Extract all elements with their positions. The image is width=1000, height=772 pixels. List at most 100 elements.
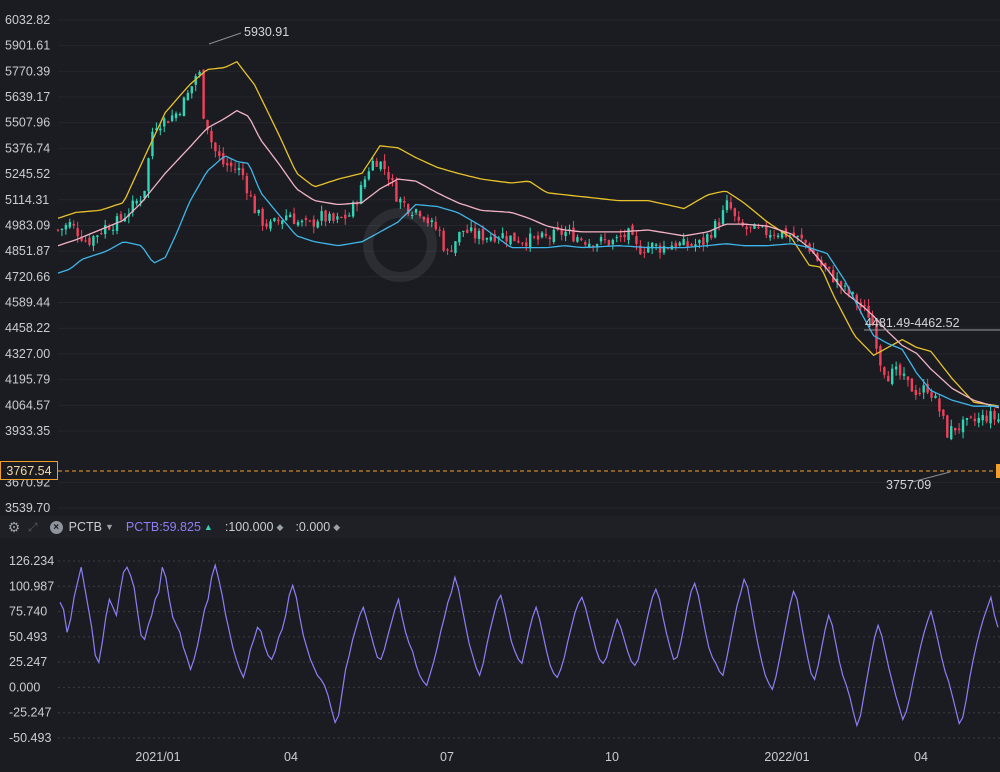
candle-body bbox=[981, 414, 984, 421]
candle-body bbox=[603, 239, 607, 241]
candle-body bbox=[725, 200, 729, 211]
candle-body bbox=[709, 235, 713, 238]
bollinger-lower-line bbox=[57, 155, 999, 407]
candle-body bbox=[607, 240, 611, 246]
price-tick-label: 5770.39 bbox=[5, 64, 50, 78]
candle-body bbox=[678, 242, 681, 246]
indicator-selector[interactable]: PCTB ▼ bbox=[69, 520, 114, 534]
candle-body bbox=[643, 252, 646, 254]
price-tick-label: 5639.17 bbox=[5, 90, 50, 104]
candle-body bbox=[147, 158, 150, 192]
candle-body bbox=[544, 233, 548, 236]
current-price-tag: 3767.54 bbox=[0, 461, 58, 480]
high-price-label: 5930.91 bbox=[244, 25, 289, 39]
candle-body bbox=[123, 218, 127, 222]
pctb-tick-label: 25.247 bbox=[9, 655, 47, 669]
current-price-end-marker bbox=[996, 464, 1000, 478]
candle-body bbox=[800, 234, 803, 239]
time-tick-label: 04 bbox=[284, 750, 298, 764]
candle-body bbox=[64, 224, 68, 230]
candle-body bbox=[650, 242, 654, 249]
candle-body bbox=[521, 242, 524, 244]
candle-body bbox=[934, 395, 937, 398]
candle-body bbox=[505, 236, 508, 242]
candle-body bbox=[910, 378, 914, 392]
pctb-tick-label: 126.234 bbox=[9, 554, 54, 568]
candle-body bbox=[222, 153, 225, 165]
candle-body bbox=[60, 228, 64, 231]
close-icon[interactable]: × bbox=[49, 520, 63, 534]
range-label: 4481.49-4462.52 bbox=[865, 316, 960, 330]
candle-body bbox=[359, 185, 363, 204]
candle-body bbox=[446, 249, 449, 251]
candle-body bbox=[576, 237, 579, 242]
indicator-toolbar: ⚙ ⤢ × PCTB ▼ PCTB:59.825 ▲ :100.000 ◆ :0… bbox=[0, 516, 1000, 538]
candle-body bbox=[950, 426, 953, 440]
candle-body bbox=[403, 201, 406, 203]
candle-body bbox=[214, 142, 217, 152]
price-tick-label: 4327.00 bbox=[5, 347, 50, 361]
candle-body bbox=[619, 235, 622, 237]
price-tick-label: 5507.96 bbox=[5, 116, 50, 130]
candle-body bbox=[477, 230, 481, 239]
candle-body bbox=[426, 217, 430, 224]
lower-level-field[interactable]: :0.000 ◆ bbox=[295, 520, 340, 534]
candle-body bbox=[702, 237, 705, 245]
pctb-tick-label: -25.247 bbox=[9, 706, 51, 720]
candle-body bbox=[887, 375, 890, 382]
indicator-value-display[interactable]: PCTB:59.825 ▲ bbox=[126, 520, 213, 534]
bollinger-upper-line bbox=[57, 60, 999, 407]
candle-body bbox=[434, 221, 437, 230]
candle-body bbox=[233, 168, 237, 170]
candle-body bbox=[635, 236, 638, 244]
candle-body bbox=[489, 236, 493, 241]
candle-body bbox=[879, 346, 882, 366]
expand-icon[interactable]: ⤢ bbox=[28, 519, 38, 534]
candle-body bbox=[391, 178, 394, 181]
candle-body bbox=[414, 209, 418, 213]
price-tick-label: 5114.31 bbox=[5, 193, 49, 207]
candle-body bbox=[548, 237, 552, 240]
candle-body bbox=[182, 97, 186, 117]
candle-body bbox=[249, 195, 253, 197]
candle-body bbox=[229, 162, 233, 167]
candle-body bbox=[973, 418, 977, 422]
pctb-tick-label: 0.000 bbox=[9, 680, 40, 694]
low-leader-line bbox=[911, 471, 951, 483]
price-tick-label: 4851.87 bbox=[5, 244, 50, 258]
candle-body bbox=[729, 202, 733, 209]
candle-body bbox=[654, 244, 658, 246]
candle-body bbox=[155, 128, 158, 131]
candle-body bbox=[902, 373, 906, 376]
candle-body bbox=[395, 181, 398, 202]
candle-body bbox=[513, 232, 516, 242]
gear-icon[interactable]: ⚙ bbox=[7, 518, 21, 535]
candle-body bbox=[399, 198, 402, 203]
candle-body bbox=[261, 208, 264, 226]
candle-body bbox=[363, 179, 367, 188]
candle-body bbox=[745, 226, 748, 230]
candle-body bbox=[418, 211, 422, 216]
candle-body bbox=[977, 417, 980, 423]
candle-body bbox=[623, 234, 626, 238]
candle-body bbox=[288, 214, 292, 218]
diamond-icon: ◆ bbox=[333, 521, 341, 532]
candle-body bbox=[560, 228, 563, 235]
candle-body bbox=[957, 428, 961, 430]
candle-body bbox=[737, 216, 740, 221]
candle-body bbox=[989, 411, 992, 424]
candle-body bbox=[458, 231, 461, 243]
candle-body bbox=[320, 211, 323, 221]
candle-body bbox=[863, 305, 866, 307]
pctb-tick-label: 100.987 bbox=[9, 579, 54, 593]
candle-body bbox=[942, 409, 945, 417]
candle-body bbox=[938, 398, 941, 412]
candle-body bbox=[332, 213, 335, 221]
candle-body bbox=[454, 241, 457, 254]
candle-body bbox=[159, 128, 162, 131]
upper-level-field[interactable]: :100.000 ◆ bbox=[225, 520, 284, 534]
candle-body bbox=[611, 239, 615, 245]
chevron-down-icon: ▼ bbox=[104, 522, 114, 532]
candle-body bbox=[379, 161, 382, 170]
